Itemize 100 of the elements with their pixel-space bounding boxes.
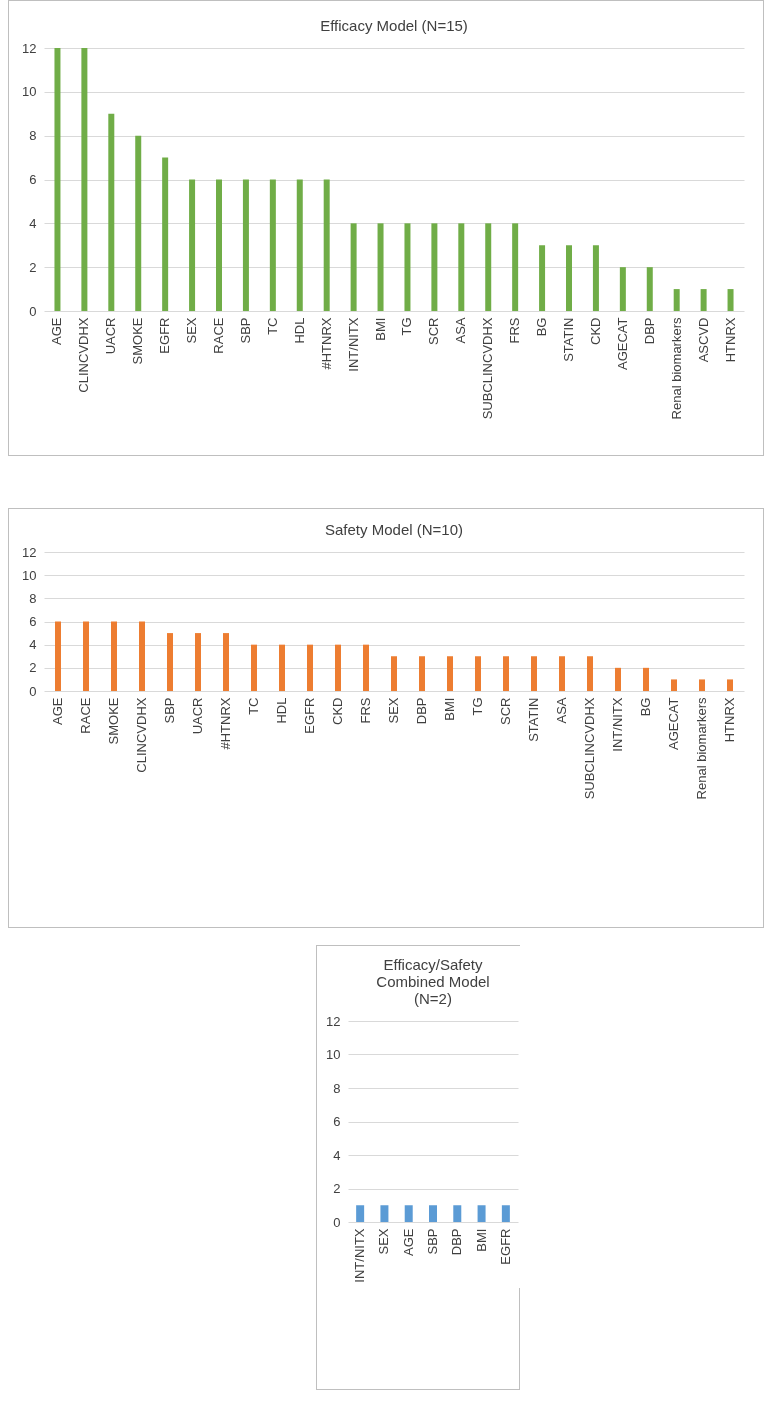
- x-tick-label: SMOKE: [130, 317, 146, 365]
- x-tick-label: TG: [399, 317, 415, 336]
- x-tick-label: CKD: [587, 317, 603, 345]
- x-tick-label: HTNRX: [722, 697, 737, 743]
- bar: [531, 656, 537, 691]
- x-tick-label: EGFR: [157, 317, 173, 354]
- x-tick-label: DBP: [641, 317, 657, 345]
- chart-title: Efficacy Model (N=15): [320, 17, 468, 34]
- y-tick-label: 4: [333, 1147, 341, 1163]
- x-tick-label: Renal biomarkers: [694, 697, 709, 800]
- bar: [458, 223, 465, 311]
- bar: [323, 179, 330, 311]
- bar: [619, 267, 626, 311]
- x-tick-label: ASA: [554, 697, 569, 724]
- x-tick-label: SEX: [386, 697, 401, 724]
- x-tick-label: SBP: [162, 697, 177, 724]
- x-tick-label: SCR: [426, 317, 442, 345]
- x-tick-label: FRS: [358, 697, 373, 724]
- x-tick-label: BG: [638, 697, 653, 717]
- x-tick-label: EGFR: [302, 697, 317, 734]
- bar: [81, 48, 88, 311]
- x-tick-label: UACR: [190, 697, 205, 735]
- bar: [643, 667, 649, 691]
- y-tick-label: 12: [326, 1013, 341, 1029]
- x-tick-label: SUBCLINCVDHX: [480, 317, 496, 420]
- y-tick-label: 10: [22, 567, 37, 583]
- x-tick-label: STATIN: [526, 697, 541, 742]
- x-tick-label: BMI: [442, 697, 457, 721]
- y-tick-label: 0: [29, 683, 37, 699]
- x-tick-label: SEX: [376, 1228, 392, 1255]
- bar: [269, 179, 276, 311]
- chart-title: Safety Model (N=10): [325, 521, 463, 538]
- x-tick-label: HDL: [274, 697, 289, 724]
- x-tick-label: SBP: [237, 317, 253, 344]
- y-tick-label: 10: [326, 1047, 341, 1062]
- y-tick-label: 0: [333, 1214, 341, 1230]
- bar: [592, 245, 599, 311]
- bar: [503, 656, 509, 691]
- y-tick-label: 4: [29, 215, 37, 231]
- x-tick-label: AGECAT: [666, 697, 681, 750]
- y-tick-label: 2: [333, 1181, 341, 1196]
- y-tick-label: 10: [22, 84, 37, 100]
- bar: [404, 223, 411, 311]
- bar: [223, 633, 229, 691]
- x-tick-label: FRS: [507, 317, 523, 344]
- bar: [139, 621, 145, 691]
- bar: [671, 679, 677, 691]
- x-tick-label: BMI: [473, 1228, 489, 1252]
- x-tick-label: SCR: [498, 697, 513, 725]
- x-tick-label: CLINCVDHX: [134, 697, 149, 773]
- x-tick-label: SEX: [184, 317, 200, 344]
- x-tick-label: #HTNRX: [218, 697, 233, 750]
- bar: [587, 656, 593, 691]
- bar: [727, 679, 733, 691]
- bar: [566, 245, 572, 311]
- bar: [167, 633, 173, 691]
- y-tick-label: 2: [29, 259, 37, 275]
- bar: [189, 179, 196, 311]
- chart-title: Efficacy/Safety Combined Model (N=2): [376, 956, 490, 1007]
- bar: [539, 245, 546, 311]
- x-tick-label: DBP: [449, 1228, 465, 1256]
- bar: [512, 223, 519, 311]
- x-tick-label: INT/NITX: [352, 1228, 368, 1283]
- bar: [335, 644, 341, 691]
- bar: [135, 135, 142, 311]
- x-tick-label: ASA: [453, 317, 469, 344]
- x-tick-label: CLINCVDHX: [76, 317, 92, 393]
- bar: [447, 656, 453, 691]
- x-tick-label: HTNRX: [722, 317, 738, 363]
- bar: [296, 179, 303, 311]
- x-tick-label: UACR: [103, 317, 119, 355]
- x-tick-label: AGE: [50, 697, 65, 725]
- x-tick-label: TC: [264, 317, 280, 335]
- y-tick-label: 12: [22, 40, 37, 56]
- bar: [108, 113, 115, 311]
- bar: [83, 621, 89, 691]
- bar: [54, 48, 61, 311]
- bar: [727, 289, 734, 311]
- bar: [646, 267, 653, 311]
- bar: [162, 157, 169, 311]
- bar: [391, 656, 397, 691]
- bar: [55, 621, 61, 691]
- bar: [475, 656, 481, 691]
- y-tick-label: 12: [22, 544, 37, 560]
- bar: [615, 667, 621, 691]
- x-tick-label: DBP: [414, 697, 429, 725]
- y-tick-label: 2: [29, 660, 37, 676]
- y-tick-label: 6: [29, 614, 37, 629]
- bar: [350, 223, 357, 311]
- bar: [431, 223, 438, 311]
- y-tick-label: 6: [333, 1114, 341, 1129]
- bar: [377, 223, 384, 311]
- bar: [242, 179, 249, 311]
- bar: [559, 656, 565, 691]
- bar: [307, 644, 313, 691]
- bar: [279, 644, 285, 691]
- x-tick-label: TG: [470, 697, 485, 716]
- bar: [216, 179, 222, 311]
- x-tick-label: HDL: [291, 317, 307, 344]
- x-tick-label: RACE: [78, 697, 93, 734]
